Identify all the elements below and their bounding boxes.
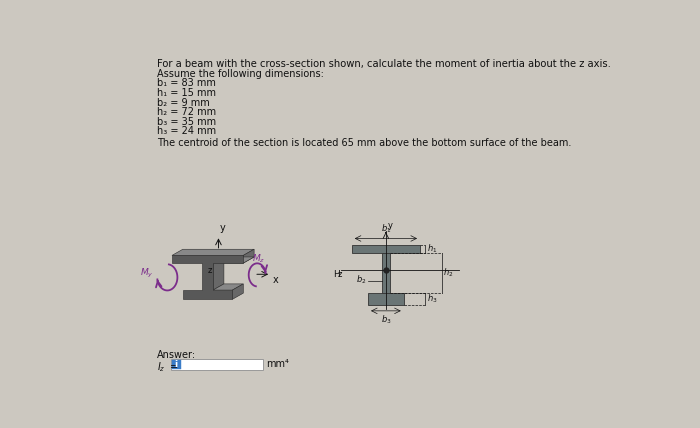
Text: b₂ = 9 mm: b₂ = 9 mm	[158, 98, 210, 107]
Text: mm⁴: mm⁴	[267, 359, 289, 369]
Text: h₁ = 15 mm: h₁ = 15 mm	[158, 88, 216, 98]
Text: $b_1$: $b_1$	[381, 223, 391, 235]
FancyBboxPatch shape	[172, 360, 181, 369]
Text: x: x	[273, 275, 279, 285]
Text: $M_z$: $M_z$	[252, 253, 265, 265]
Bar	[352, 245, 420, 253]
Polygon shape	[213, 284, 244, 290]
FancyBboxPatch shape	[171, 359, 263, 370]
Polygon shape	[172, 249, 254, 256]
Text: i: i	[175, 360, 178, 369]
Text: H: H	[333, 270, 340, 279]
Text: z: z	[208, 266, 212, 275]
Polygon shape	[213, 257, 224, 290]
Bar	[382, 253, 390, 293]
Text: $I_z$  =: $I_z$ =	[158, 360, 179, 374]
Polygon shape	[172, 256, 244, 299]
Text: $b_3$: $b_3$	[381, 314, 391, 327]
Text: For a beam with the cross-section shown, calculate the moment of inertia about t: For a beam with the cross-section shown,…	[158, 59, 611, 69]
Text: b₃ = 35 mm: b₃ = 35 mm	[158, 117, 216, 127]
Text: $b_2$: $b_2$	[356, 273, 367, 285]
Text: y: y	[219, 223, 225, 233]
Text: $h_1$: $h_1$	[427, 243, 438, 255]
Text: The centroid of the section is located 65 mm above the bottom surface of the bea: The centroid of the section is located 6…	[158, 137, 572, 148]
Text: Answer:: Answer:	[158, 350, 197, 360]
Text: h₂ = 72 mm: h₂ = 72 mm	[158, 107, 216, 117]
Polygon shape	[232, 284, 244, 299]
Text: $h_3$: $h_3$	[427, 293, 438, 305]
Text: h₃ = 24 mm: h₃ = 24 mm	[158, 126, 216, 137]
Text: Assume the following dimensions:: Assume the following dimensions:	[158, 68, 324, 79]
Text: z: z	[338, 270, 342, 279]
Text: $h_2$: $h_2$	[443, 267, 454, 279]
Bar	[368, 293, 404, 305]
Text: $M_y$: $M_y$	[139, 267, 153, 280]
Polygon shape	[244, 249, 254, 263]
Text: b₁ = 83 mm: b₁ = 83 mm	[158, 78, 216, 88]
Text: y: y	[387, 221, 393, 230]
Polygon shape	[213, 257, 254, 263]
